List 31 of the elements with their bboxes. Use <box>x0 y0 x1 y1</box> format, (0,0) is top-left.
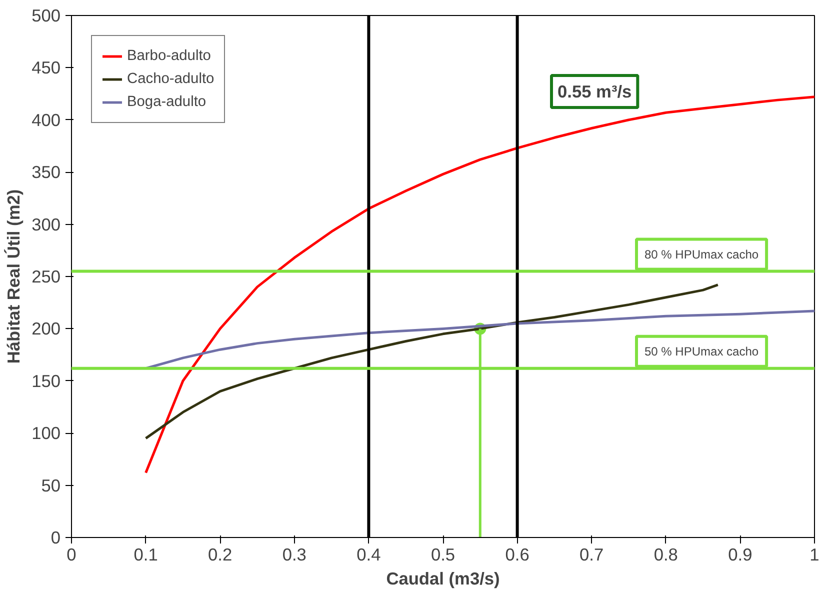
x-tick-label: 1 <box>810 544 820 564</box>
x-tick-label: 0 <box>66 544 76 564</box>
x-tick-label: 0.9 <box>728 544 752 564</box>
y-tick-label: 250 <box>32 266 61 286</box>
x-tick-label: 0.5 <box>430 544 456 564</box>
x-axis-title: Caudal (m3/s) <box>386 568 500 588</box>
y-axis-title: Hábitat Real Útil (m2) <box>4 189 24 364</box>
legend-label: Barbo-adulto <box>127 48 211 64</box>
y-tick-label: 150 <box>32 370 61 391</box>
ref-line-label: 80 % HPUmax cacho <box>644 247 759 262</box>
y-tick-label: 500 <box>32 6 61 26</box>
y-tick-label: 50 <box>41 475 61 496</box>
x-tick-label: 0.6 <box>505 544 530 564</box>
y-tick-label: 0 <box>50 528 61 548</box>
x-tick-label: 0.2 <box>208 544 232 564</box>
annotation: 0.55 m³/s <box>558 82 632 102</box>
x-tick-label: 0.7 <box>580 544 604 564</box>
ref-line-label: 50 % HPUmax cacho <box>644 344 759 358</box>
y-tick-label: 300 <box>32 214 61 234</box>
x-tick-label: 0.4 <box>356 544 382 564</box>
legend-label: Boga-adulto <box>127 94 206 110</box>
legend-label: Cacho-adulto <box>127 71 214 87</box>
x-tick-label: 0.3 <box>282 544 306 564</box>
x-tick-label: 0.1 <box>134 544 158 564</box>
y-tick-label: 450 <box>32 58 61 78</box>
y-tick-label: 100 <box>32 423 61 444</box>
y-tick-label: 400 <box>32 110 61 130</box>
y-tick-label: 200 <box>32 318 61 339</box>
line-series <box>144 310 814 370</box>
x-tick-label: 0.8 <box>654 544 678 564</box>
y-tick-label: 350 <box>32 162 61 182</box>
